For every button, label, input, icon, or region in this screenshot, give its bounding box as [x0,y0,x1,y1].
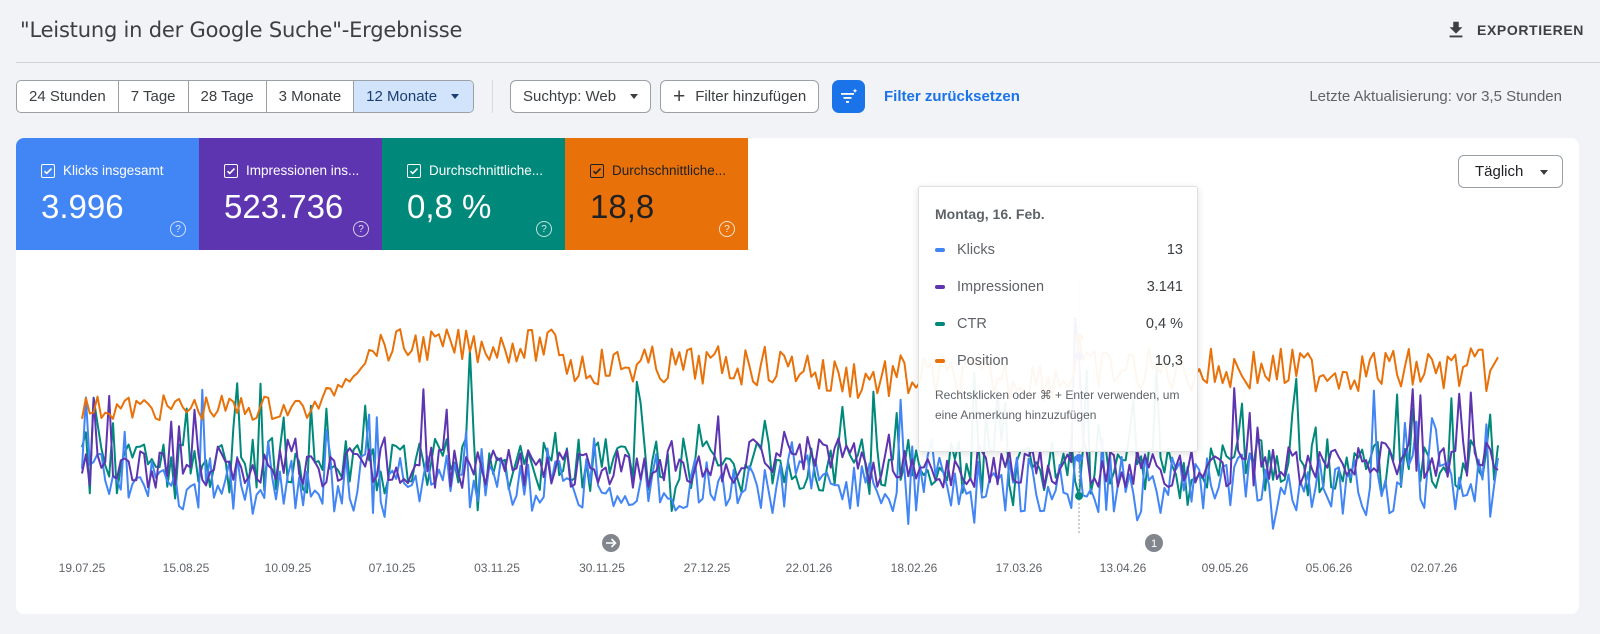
tooltip-row-position: Position 10,3 [935,351,1183,371]
x-tick-label: 17.03.26 [996,561,1043,575]
metric-label: Durchschnittliche... [407,163,543,178]
range-28d-button[interactable]: 28 Tage [189,81,267,112]
legend-swatch [935,248,945,252]
range-24h-button[interactable]: 24 Stunden [17,81,119,112]
metric-card-position[interactable]: Durchschnittliche... 18,8 ? [565,138,748,250]
annotation-label: 1 [1151,538,1157,550]
x-tick-label: 07.10.25 [369,561,416,575]
caret-down-icon [1540,170,1548,175]
x-tick-label: 05.06.26 [1306,561,1353,575]
annotation-marker[interactable] [602,534,620,552]
help-icon[interactable]: ? [719,221,735,237]
metric-ctr-value: 0,8 % [407,188,492,225]
filter-settings-button[interactable] [832,80,865,113]
chart-tooltip: Montag, 16. Feb. Klicks 13 Impressionen … [918,186,1198,452]
last-update-text: Letzte Aktualisierung: vor 3,5 Stunden [1309,88,1562,105]
metric-impressions-value: 523.736 [224,188,344,225]
tooltip-row-impressions: Impressionen 3.141 [935,277,1183,297]
metric-impressions-label: Impressionen ins... [246,163,360,178]
metric-ctr-label: Durchschnittliche... [429,163,544,178]
checkbox-checked-icon[interactable] [224,163,238,178]
tooltip-label: Klicks [957,242,995,258]
series-line-ctr [81,349,1499,512]
hover-point-clicks [1075,454,1084,462]
x-tick-label: 27.12.25 [684,561,731,575]
tooltip-value: 10,3 [1154,353,1183,369]
metric-position-label: Durchschnittliche... [612,163,727,178]
tooltip-label: Impressionen [957,279,1045,295]
x-tick-label: 19.07.25 [59,561,106,575]
range-3m-button[interactable]: 3 Monate [267,81,355,112]
tooltip-label: Position [957,353,1009,369]
granularity-label: Täglich [1475,163,1524,180]
annotation-marker[interactable]: 1 [1145,534,1163,552]
x-tick-label: 15.08.25 [163,561,210,575]
metric-card-ctr[interactable]: Durchschnittliche... 0,8 % ? [382,138,565,250]
performance-card: 19.07.25 15.08.25 10.09.25 07.10.25 03.11.25… [16,138,1579,614]
x-tick-label: 22.01.26 [786,561,833,575]
x-tick-label: 09.05.26 [1202,561,1249,575]
hover-point-ctr [1075,492,1084,500]
metric-card-clicks[interactable]: Klicks insgesamt 3.996 ? [16,138,199,250]
arrow-icon [606,538,617,548]
granularity-dropdown[interactable]: Täglich [1458,155,1563,188]
plus-icon: + [673,85,686,108]
filter-list-icon [840,88,857,103]
tooltip-value: 0,4 % [1145,316,1183,332]
performance-chart[interactable]: 19.07.25 15.08.25 10.09.25 07.10.25 03.11.25… [16,138,1579,614]
x-tick-label: 02.07.26 [1411,561,1458,575]
add-filter-button[interactable]: + Filter hinzufügen [660,80,820,113]
legend-swatch [935,285,945,289]
add-filter-label: Filter hinzufügen [695,88,807,105]
checkbox-checked-icon[interactable] [590,163,604,178]
toolbar-separator [492,80,493,113]
series-line-impressions [81,317,1499,489]
export-label: EXPORTIEREN [1477,22,1584,38]
series-line-position [81,328,1499,422]
date-range-selector: 24 Stunden 7 Tage 28 Tage 3 Monate 12 Mo… [16,80,475,113]
metric-clicks-value: 3.996 [41,188,124,225]
checkbox-checked-icon[interactable] [407,163,421,178]
metric-label: Durchschnittliche... [590,163,726,178]
download-icon [1449,21,1463,38]
search-type-dropdown[interactable]: Suchtyp: Web [510,80,652,113]
tooltip-hint: Rechtsklicken oder ⌘ + Enter verwenden, … [935,388,1180,422]
page-title: "Leistung in der Google Suche"-Ergebniss… [20,18,463,42]
help-icon[interactable]: ? [353,221,369,237]
caret-down-icon [451,94,460,99]
range-7d-button[interactable]: 7 Tage [119,81,189,112]
tooltip-date: Montag, 16. Feb. [935,206,1045,222]
metric-label: Klicks insgesamt [41,163,164,178]
help-icon[interactable]: ? [170,221,186,237]
x-tick-label: 13.04.26 [1100,561,1147,575]
tooltip-value: 3.141 [1146,279,1183,295]
metric-label: Impressionen ins... [224,163,359,178]
caret-down-icon [630,94,639,99]
help-icon[interactable]: ? [536,221,552,237]
x-tick-label: 18.02.26 [891,561,938,575]
range-12m-label: 12 Monate [366,88,438,105]
tooltip-row-ctr: CTR 0,4 % [935,314,1183,334]
tooltip-value: 13 [1166,242,1183,258]
metric-position-value: 18,8 [590,188,655,225]
tooltip-label: CTR [957,316,987,332]
x-tick-label: 10.09.25 [265,561,312,575]
range-12m-button[interactable]: 12 Monate [354,81,474,112]
x-tick-label: 03.11.25 [474,561,520,575]
legend-swatch [935,359,945,363]
tooltip-row-clicks: Klicks 13 [935,240,1183,260]
export-button[interactable]: EXPORTIEREN [1445,19,1584,41]
legend-swatch [935,322,945,326]
search-type-label: Suchtyp: Web [523,88,617,105]
header: "Leistung in der Google Suche"-Ergebniss… [0,0,1600,62]
metric-card-impressions[interactable]: Impressionen ins... 523.736 ? [199,138,382,250]
header-divider [16,62,1600,63]
reset-filter-link[interactable]: Filter zurücksetzen [884,88,1020,105]
toolbar: 24 Stunden 7 Tage 28 Tage 3 Monate 12 Mo… [0,80,1600,114]
x-tick-label: 30.11.25 [579,561,625,575]
metric-clicks-label: Klicks insgesamt [63,163,164,178]
checkbox-checked-icon[interactable] [41,163,55,178]
